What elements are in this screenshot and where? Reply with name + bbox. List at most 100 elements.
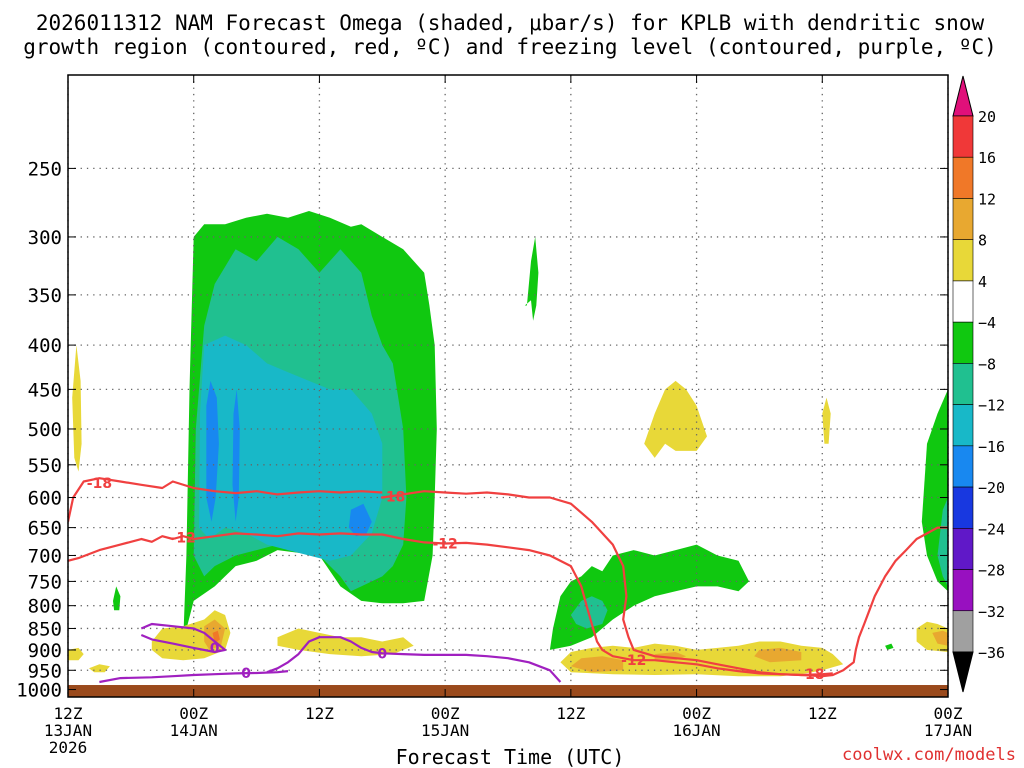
colorbar-box-3 <box>952 239 974 282</box>
chart-title-line2: growth region (contoured, red, ºC) and f… <box>23 35 997 59</box>
y-tick-label-1000: 1000 <box>16 680 62 702</box>
x-tick-label-12-2: 14JAN <box>170 721 218 740</box>
colorbar-label-7: −12 <box>978 397 1005 415</box>
colorbar-box-2 <box>952 198 974 240</box>
x-tick-label-60-2: 16JAN <box>672 721 720 740</box>
y-tick-label-850: 850 <box>28 618 62 640</box>
x-tick-label-0-3: 2026 <box>49 738 88 757</box>
x-tick-label-72-1: 12Z <box>808 704 837 723</box>
colorbar-box-9 <box>952 486 974 529</box>
colorbar-label-6: −8 <box>978 355 996 373</box>
x-tick-label-60-1: 00Z <box>682 704 711 723</box>
contour-label-4: -12 <box>621 653 646 669</box>
plot-frame <box>67 74 949 698</box>
shade-core-blue-1 <box>206 380 219 522</box>
colorbar-box-12 <box>952 610 974 653</box>
x-axis-title: Forecast Time (UTC) <box>396 745 625 768</box>
colorbar-label-5: −4 <box>978 314 996 332</box>
contour-label-1: -18 <box>380 489 405 505</box>
colorbar-box-1 <box>952 156 974 199</box>
colorbar-box-0 <box>952 115 974 158</box>
colorbar-box-10 <box>952 528 974 570</box>
colorbar-top-arrow <box>952 75 974 117</box>
contour-label-2: -12 <box>171 530 196 546</box>
colorbar-box-7 <box>952 404 974 447</box>
x-tick-label-48-1: 12Z <box>556 704 585 723</box>
y-tick-label-300: 300 <box>28 227 62 249</box>
colorbar-label-4: 4 <box>978 273 987 291</box>
shade-low-level-descent-right-orange <box>932 630 948 646</box>
y-tick-label-650: 650 <box>28 518 62 540</box>
colorbar-label-1: 16 <box>978 149 996 167</box>
contour-label-6: 0 <box>210 641 220 657</box>
colorbar-box-11 <box>952 569 974 612</box>
shade-right-edge-ascent-medium <box>937 497 948 587</box>
shade-core-blue-2 <box>232 389 240 522</box>
shade-upper-streak <box>524 236 539 321</box>
contour-labels: -18 -18 -12 -12 -12 -18 0 0 0 <box>87 476 825 683</box>
contour-label-5: -18 <box>799 667 824 683</box>
watermark: coolwx.com/models <box>842 745 1016 765</box>
contour-dgz-minus-18-west <box>68 477 383 523</box>
y-tick-label-350: 350 <box>28 285 62 307</box>
colorbar-label-9: −20 <box>978 479 1005 497</box>
colorbar-label-13: −36 <box>978 644 1005 662</box>
colorbar-label-8: −16 <box>978 438 1005 456</box>
y-tick-label-250: 250 <box>28 158 62 180</box>
y-tick-label-750: 750 <box>28 571 62 593</box>
contour-label-7: 0 <box>241 666 251 682</box>
shade-low-level-descent-left-2 <box>68 647 84 661</box>
x-tick-label-36-2: 15JAN <box>421 721 469 740</box>
shade-midday-ascent <box>549 544 749 650</box>
y-tick-label-500: 500 <box>28 419 62 441</box>
contour-label-3: -12 <box>432 536 457 552</box>
terrain-layer <box>68 685 948 697</box>
contour-freezing-level-west <box>140 622 227 654</box>
shade-low-level-descent-left <box>89 664 110 673</box>
y-tick-label-950: 950 <box>28 660 62 682</box>
x-tick-label-24-1: 12Z <box>305 704 334 723</box>
omega-shading <box>68 211 948 677</box>
x-tick-label-84-1: 00Z <box>934 704 963 723</box>
shade-descent-small-right <box>822 397 831 444</box>
colorbar-label-3: 8 <box>978 232 987 250</box>
y-tick-label-550: 550 <box>28 455 62 477</box>
shade-low-level-descent-right <box>916 621 948 652</box>
shade-left-small-green <box>113 586 121 611</box>
x-tick-label-12-1: 00Z <box>179 704 208 723</box>
x-tick-label-0-1: 12Z <box>54 704 83 723</box>
y-tick-label-450: 450 <box>28 379 62 401</box>
colorbar-box-4 <box>952 280 974 323</box>
y-tick-label-800: 800 <box>28 596 62 618</box>
colorbar-box-5 <box>952 321 974 364</box>
shade-descent-upper-left-edge <box>72 345 82 472</box>
contour-freezing-level-mid <box>266 636 562 683</box>
contours <box>68 477 948 684</box>
y-tick-label-400: 400 <box>28 335 62 357</box>
colorbar-label-10: −24 <box>978 520 1005 538</box>
y-axis: 2503003504004505005506006507007508008509… <box>16 158 948 702</box>
contour-dgz-minus-12 <box>68 532 833 677</box>
colorbar-bottom-arrow <box>952 651 974 693</box>
x-tick-label-0-2: 13JAN <box>44 721 92 740</box>
y-tick-label-900: 900 <box>28 640 62 662</box>
chart-title-line1: 2026011312 NAM Forecast Omega (shaded, μ… <box>36 11 985 35</box>
colorbar-box-6 <box>952 363 974 405</box>
colorbar-box-8 <box>952 445 974 488</box>
contour-label-8: 0 <box>377 646 387 662</box>
terrain-surface <box>68 685 948 697</box>
y-tick-label-700: 700 <box>28 545 62 567</box>
colorbar-label-2: 12 <box>978 190 996 208</box>
shade-descent-mid-right <box>644 380 707 458</box>
shade-main-ascent-strong <box>199 335 383 561</box>
colorbar-label-0: 20 <box>978 108 996 126</box>
x-tick-label-84-2: 17JAN <box>924 721 972 740</box>
shade-tiny-green-right <box>885 643 894 650</box>
shade-low-level-descent-3-orange-3 <box>754 647 802 663</box>
shade-low-level-descent-2 <box>277 628 414 657</box>
shade-low-level-descent-3-orange <box>570 656 624 673</box>
colorbar: 20 16 12 8 4 −4 −8 −12 −16 −20 −24 −28 −32 −36 <box>952 75 1005 693</box>
y-tick-label-600: 600 <box>28 488 62 510</box>
